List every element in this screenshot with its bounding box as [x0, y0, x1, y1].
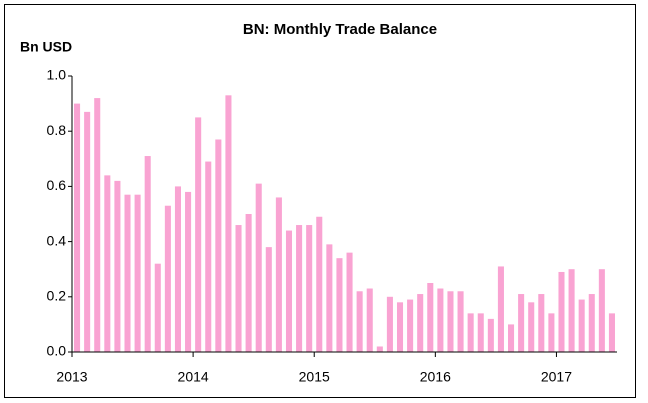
bar: [608, 313, 615, 352]
bar: [185, 191, 192, 352]
bar: [255, 183, 262, 352]
y-tick-label: 0.0: [47, 343, 67, 359]
bar: [356, 291, 363, 352]
bar: [154, 263, 161, 352]
bar: [487, 318, 494, 352]
bar: [508, 324, 515, 352]
y-tick-label: 1.0: [47, 67, 67, 83]
bar: [528, 302, 535, 352]
bar: [386, 296, 393, 352]
bar: [336, 258, 343, 352]
bar: [437, 288, 444, 352]
bar: [195, 117, 202, 353]
bar: [215, 139, 222, 352]
bar: [518, 294, 525, 352]
y-tick-label: 0.6: [47, 177, 67, 193]
bar: [538, 294, 545, 352]
bar: [407, 299, 414, 352]
bar: [568, 269, 575, 352]
bar: [94, 98, 101, 352]
bar: [477, 313, 484, 352]
bar: [306, 225, 313, 352]
bar: [174, 186, 181, 352]
bar: [164, 205, 171, 352]
bar: [366, 288, 373, 352]
bar: [275, 197, 282, 352]
bar: [346, 252, 353, 352]
bar: [316, 216, 323, 352]
bar: [285, 230, 293, 352]
bar: [417, 294, 424, 352]
bar: [497, 266, 504, 352]
bar: [457, 291, 464, 352]
bar: [134, 194, 141, 352]
bar: [396, 302, 404, 352]
bar: [326, 244, 333, 352]
bar: [467, 313, 474, 352]
bar: [558, 271, 565, 352]
bar: [578, 299, 585, 352]
x-tick-label: 2015: [299, 369, 330, 385]
x-tick-label: 2016: [420, 369, 451, 385]
x-tick-label: 2013: [56, 369, 87, 385]
bar: [245, 214, 252, 352]
bar: [74, 103, 81, 352]
bar: [548, 313, 555, 352]
bar: [124, 194, 131, 352]
bar: [205, 161, 212, 352]
bar: [296, 225, 303, 352]
bar: [84, 111, 91, 352]
bar: [235, 225, 242, 352]
y-axis-label: Bn USD: [20, 39, 72, 55]
bar: [447, 291, 454, 352]
bar: [225, 95, 232, 352]
x-tick-label: 2017: [541, 369, 572, 385]
y-tick-label: 0.4: [47, 232, 67, 248]
bar: [144, 156, 151, 352]
bar: [598, 269, 605, 352]
bar: [376, 346, 383, 352]
y-tick-label: 0.8: [47, 122, 67, 138]
bar: [588, 294, 595, 352]
chart-title: BN: Monthly Trade Balance: [243, 21, 437, 38]
bar: [265, 247, 272, 352]
bar: [114, 180, 121, 352]
bar: [104, 175, 111, 352]
y-tick-label: 0.2: [47, 288, 67, 304]
bar: [427, 283, 434, 352]
x-tick-label: 2014: [178, 369, 209, 385]
